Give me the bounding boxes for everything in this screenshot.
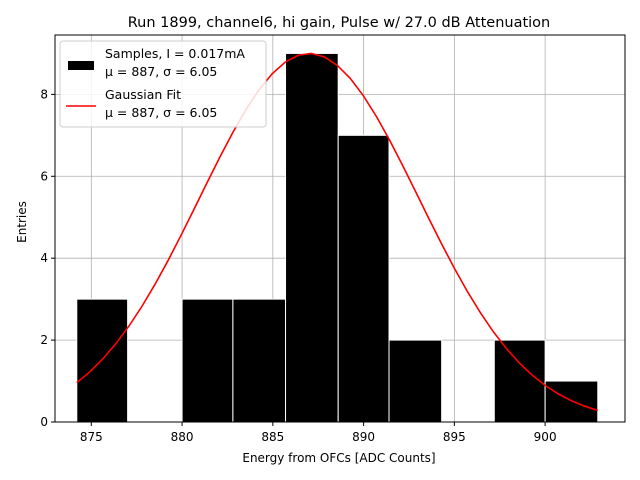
gaussian-fit-line bbox=[76, 52, 599, 412]
legend: Samples, I = 0.017mA μ = 887, σ = 6.05 G… bbox=[59, 40, 267, 128]
y-tick-label: 6 bbox=[40, 169, 48, 183]
y-tick-label: 8 bbox=[40, 87, 48, 101]
legend-fit-line2: μ = 887, σ = 6.05 bbox=[105, 105, 217, 120]
legend-fit-line1: Gaussian Fit bbox=[105, 87, 181, 102]
legend-samples-line1: Samples, I = 0.017mA bbox=[105, 46, 245, 61]
x-axis-ticks: 875 880 885 890 895 900 bbox=[80, 422, 557, 444]
y-tick-label: 4 bbox=[40, 251, 48, 265]
x-axis-label: Energy from OFCs [ADC Counts] bbox=[242, 451, 435, 465]
histogram-bar bbox=[388, 339, 443, 423]
histogram-bar bbox=[337, 134, 390, 423]
histogram-bar bbox=[181, 298, 234, 423]
x-tick-label: 890 bbox=[352, 430, 375, 444]
y-tick-label: 0 bbox=[40, 415, 48, 429]
chart-title: Run 1899, channel6, hi gain, Pulse w/ 27… bbox=[128, 15, 551, 31]
y-axis-label: Entries bbox=[15, 201, 29, 243]
histogram-bar bbox=[232, 298, 287, 423]
histogram-bar bbox=[285, 52, 339, 423]
x-tick-label: 880 bbox=[171, 430, 194, 444]
y-axis-ticks: 0 2 4 6 8 bbox=[40, 87, 55, 429]
x-tick-label: 900 bbox=[534, 430, 557, 444]
x-tick-label: 875 bbox=[80, 430, 103, 444]
legend-box bbox=[59, 40, 267, 128]
axes-frame bbox=[54, 34, 626, 423]
legend-samples-line2: μ = 887, σ = 6.05 bbox=[105, 64, 217, 79]
x-tick-label: 895 bbox=[443, 430, 466, 444]
legend-swatch-samples bbox=[68, 61, 94, 70]
histogram-bar bbox=[493, 339, 546, 423]
y-tick-label: 2 bbox=[40, 333, 48, 347]
x-tick-label: 885 bbox=[261, 430, 284, 444]
